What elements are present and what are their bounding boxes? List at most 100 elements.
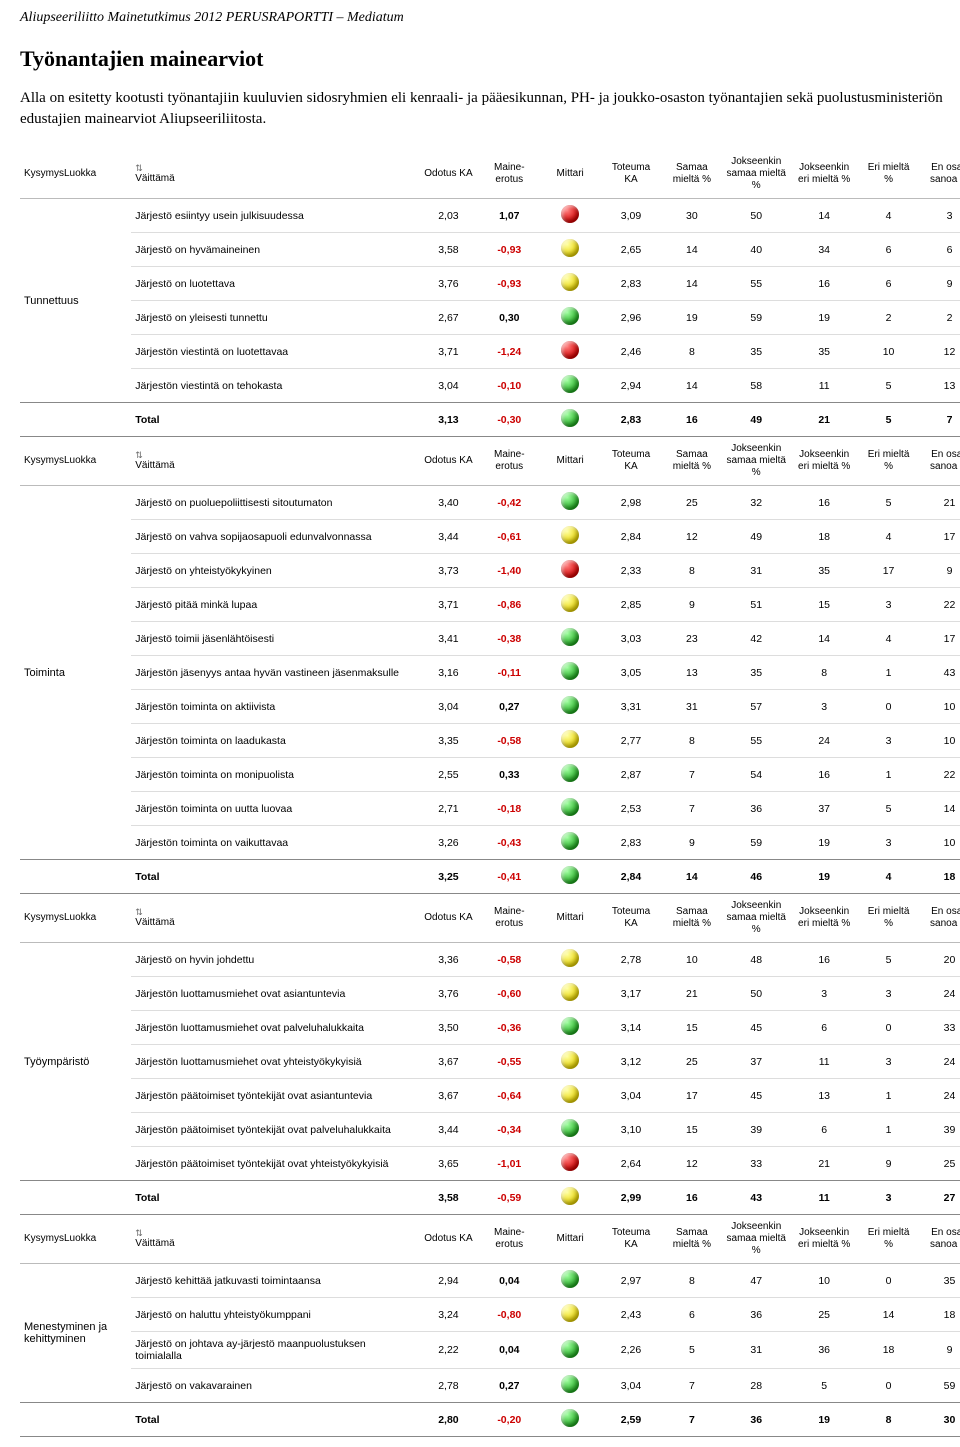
indicator-ball <box>561 764 579 782</box>
col-header: Mittari <box>540 1215 601 1264</box>
sort-icon: ⇅ <box>135 163 414 174</box>
table-row: Järjestön toiminta on monipuolista2,550,… <box>20 758 960 792</box>
col-header: En osaa sanoa % <box>919 1215 960 1264</box>
col-header: ⇅Väittämä <box>131 150 418 199</box>
table-row: Menestyminen ja kehittyminenJärjestö keh… <box>20 1264 960 1298</box>
col-header: Jokseenkin eri mieltä % <box>790 437 858 486</box>
table-row: Järjestön toiminta on aktiivista3,040,27… <box>20 690 960 724</box>
total-row: Total3,13-0,302,8316492157 <box>20 403 960 437</box>
col-header: ⇅Väittämä <box>131 894 418 943</box>
col-header: Odotus KA <box>418 150 479 199</box>
table-row: Järjestö on hyvämaineinen3,58-0,932,6514… <box>20 233 960 267</box>
col-header: Eri mieltä % <box>858 894 919 943</box>
table-row: Järjestö on yleisesti tunnettu2,670,302,… <box>20 301 960 335</box>
sort-icon: ⇅ <box>135 1228 414 1239</box>
table-row: Järjestö on vahva sopijaosapuoli edunval… <box>20 520 960 554</box>
indicator-ball <box>561 628 579 646</box>
category-label: Työympäristö <box>20 943 131 1181</box>
indicator-ball <box>561 696 579 714</box>
col-header: Mittari <box>540 437 601 486</box>
col-header: Odotus KA <box>418 1215 479 1264</box>
col-header: Mittari <box>540 150 601 199</box>
indicator-ball <box>561 1187 579 1205</box>
col-header: Maine-erotus <box>479 150 540 199</box>
total-row: Total3,25-0,412,84144619418 <box>20 860 960 894</box>
col-header: Jokseenkin eri mieltä % <box>790 150 858 199</box>
table-row: Järjestön viestintä on tehokasta3,04-0,1… <box>20 369 960 403</box>
category-label: Menestyminen ja kehittyminen <box>20 1264 131 1403</box>
col-header: ⇅Väittämä <box>131 437 418 486</box>
col-header: Samaa mieltä % <box>661 437 722 486</box>
indicator-ball <box>561 239 579 257</box>
indicator-ball <box>561 341 579 359</box>
table-row: Järjestön päätoimiset työntekijät ovat p… <box>20 1113 960 1147</box>
indicator-ball <box>561 1270 579 1288</box>
table-row: Järjestö on luotettava3,76-0,932,8314551… <box>20 267 960 301</box>
table-row: Järjestö toimii jäsenlähtöisesti3,41-0,3… <box>20 622 960 656</box>
col-header: En osaa sanoa % <box>919 894 960 943</box>
col-header: Jokseenkin eri mieltä % <box>790 894 858 943</box>
indicator-ball <box>561 866 579 884</box>
col-header: En osaa sanoa % <box>919 437 960 486</box>
table-row: Järjestön luottamusmiehet ovat palveluha… <box>20 1011 960 1045</box>
col-header: Eri mieltä % <box>858 150 919 199</box>
table-row: Järjestön jäsenyys antaa hyvän vastineen… <box>20 656 960 690</box>
indicator-ball <box>561 730 579 748</box>
table-row: Järjestön luottamusmiehet ovat asiantunt… <box>20 977 960 1011</box>
total-row: Total2,80-0,202,5973619830 <box>20 1403 960 1437</box>
indicator-ball <box>561 1304 579 1322</box>
col-header: Jokseenkin samaa mieltä % <box>722 437 790 486</box>
indicator-ball <box>561 1375 579 1393</box>
table-row: Järjestö on vakavarainen2,780,273,047285… <box>20 1369 960 1403</box>
col-header: Eri mieltä % <box>858 1215 919 1264</box>
indicator-ball <box>561 594 579 612</box>
sort-icon: ⇅ <box>135 450 414 461</box>
table-row: Järjestö pitää minkä lupaa3,71-0,862,859… <box>20 588 960 622</box>
col-header: Toteuma KA <box>601 437 662 486</box>
indicator-ball <box>561 307 579 325</box>
total-row: Total3,58-0,592,99164311327 <box>20 1181 960 1215</box>
indicator-ball <box>561 1119 579 1137</box>
col-header: KysymysLuokka <box>20 437 131 486</box>
col-header: ⇅Väittämä <box>131 1215 418 1264</box>
col-header: KysymysLuokka <box>20 1215 131 1264</box>
indicator-ball <box>561 983 579 1001</box>
indicator-ball <box>561 1340 579 1358</box>
table-row: Järjestön toiminta on uutta luovaa2,71-0… <box>20 792 960 826</box>
category-label: Tunnettuus <box>20 199 131 403</box>
table-row: Järjestön luottamusmiehet ovat yhteistyö… <box>20 1045 960 1079</box>
col-header: Jokseenkin eri mieltä % <box>790 1215 858 1264</box>
col-header: Jokseenkin samaa mieltä % <box>722 894 790 943</box>
table-row: Järjestön toiminta on vaikuttavaa3,26-0,… <box>20 826 960 860</box>
col-header: Maine-erotus <box>479 894 540 943</box>
col-header: KysymysLuokka <box>20 894 131 943</box>
doc-header-left: Aliupseeriliitto Mainetutkimus 2012 PERU… <box>20 10 404 26</box>
indicator-ball <box>561 798 579 816</box>
col-header: Odotus KA <box>418 894 479 943</box>
indicator-ball <box>561 375 579 393</box>
table-row: TyöympäristöJärjestö on hyvin johdettu3,… <box>20 943 960 977</box>
indicator-ball <box>561 1409 579 1427</box>
col-header: Toteuma KA <box>601 150 662 199</box>
table-row: Järjestö on haluttu yhteistyökumppani3,2… <box>20 1298 960 1332</box>
intro-paragraph: Alla on esitetty kootusti työnantajiin k… <box>20 88 960 130</box>
table-row: Järjestön toiminta on laadukasta3,35-0,5… <box>20 724 960 758</box>
indicator-ball <box>561 1153 579 1171</box>
col-header: Toteuma KA <box>601 894 662 943</box>
col-header: Odotus KA <box>418 437 479 486</box>
sort-icon: ⇅ <box>135 907 414 918</box>
col-header: Toteuma KA <box>601 1215 662 1264</box>
col-header: Jokseenkin samaa mieltä % <box>722 150 790 199</box>
table-row: Järjestö on yhteistyökykyinen3,73-1,402,… <box>20 554 960 588</box>
table-row: Järjestön päätoimiset työntekijät ovat y… <box>20 1147 960 1181</box>
indicator-ball <box>561 1017 579 1035</box>
ratings-table: KysymysLuokka⇅VäittämäOdotus KAMaine-ero… <box>20 150 960 1437</box>
indicator-ball <box>561 273 579 291</box>
category-label: Toiminta <box>20 486 131 860</box>
indicator-ball <box>561 205 579 223</box>
section-title: Työnantajien mainearviot <box>20 46 960 72</box>
table-row: ToimintaJärjestö on puoluepoliittisesti … <box>20 486 960 520</box>
col-header: Maine-erotus <box>479 1215 540 1264</box>
indicator-ball <box>561 832 579 850</box>
table-row: TunnettuusJärjestö esiintyy usein julkis… <box>20 199 960 233</box>
